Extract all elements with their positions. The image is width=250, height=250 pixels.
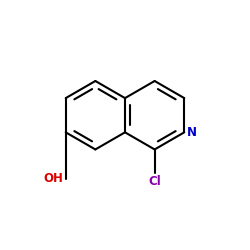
Text: N: N bbox=[187, 126, 197, 139]
Text: Cl: Cl bbox=[148, 174, 161, 188]
Text: OH: OH bbox=[43, 172, 63, 185]
